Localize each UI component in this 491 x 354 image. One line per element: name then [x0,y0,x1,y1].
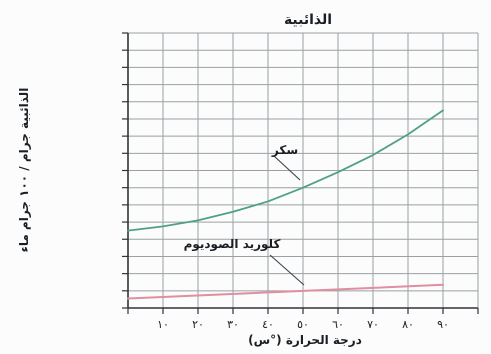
x-tick-label: ٦٠ [332,318,344,331]
sugar-solubility-line [127,109,444,232]
chart-title: الذائبية [284,12,332,28]
annotations: سكر كلوريد الصوديوم [184,143,299,252]
series-lines [127,109,444,300]
annotation-leaders [269,155,305,286]
x-tick-labels: ١٠ ٢٠ ٣٠ ٤٠ ٥٠ ٦٠ ٧٠ ٨٠ ٩٠ [157,318,449,331]
x-axis-label: درجة الحرارة (°س) [248,333,362,347]
x-tick-label: ٤٠ [262,318,274,331]
sugar-annotation: سكر [271,143,298,157]
x-tick-label: ٢٠ [192,318,204,331]
x-tick-label: ٧٠ [367,318,379,331]
axes [122,32,479,314]
sodium-chloride-solubility-line [127,283,444,300]
x-tick-label: ٥٠ [297,318,309,331]
sugar-annotation-leader [273,155,301,181]
x-tick-label: ٨٠ [402,318,414,331]
x-tick-label: ٣٠ [227,318,239,331]
sodium-chloride-annotation-leader [269,254,305,286]
x-tick-label: ٩٠ [437,318,449,331]
y-axis-label: الذائبية جرام / ١٠٠ جرام ماء [17,88,32,253]
grid [127,32,479,309]
sodium-chloride-annotation: كلوريد الصوديوم [184,237,281,252]
x-tick-label: ١٠ [157,318,169,331]
